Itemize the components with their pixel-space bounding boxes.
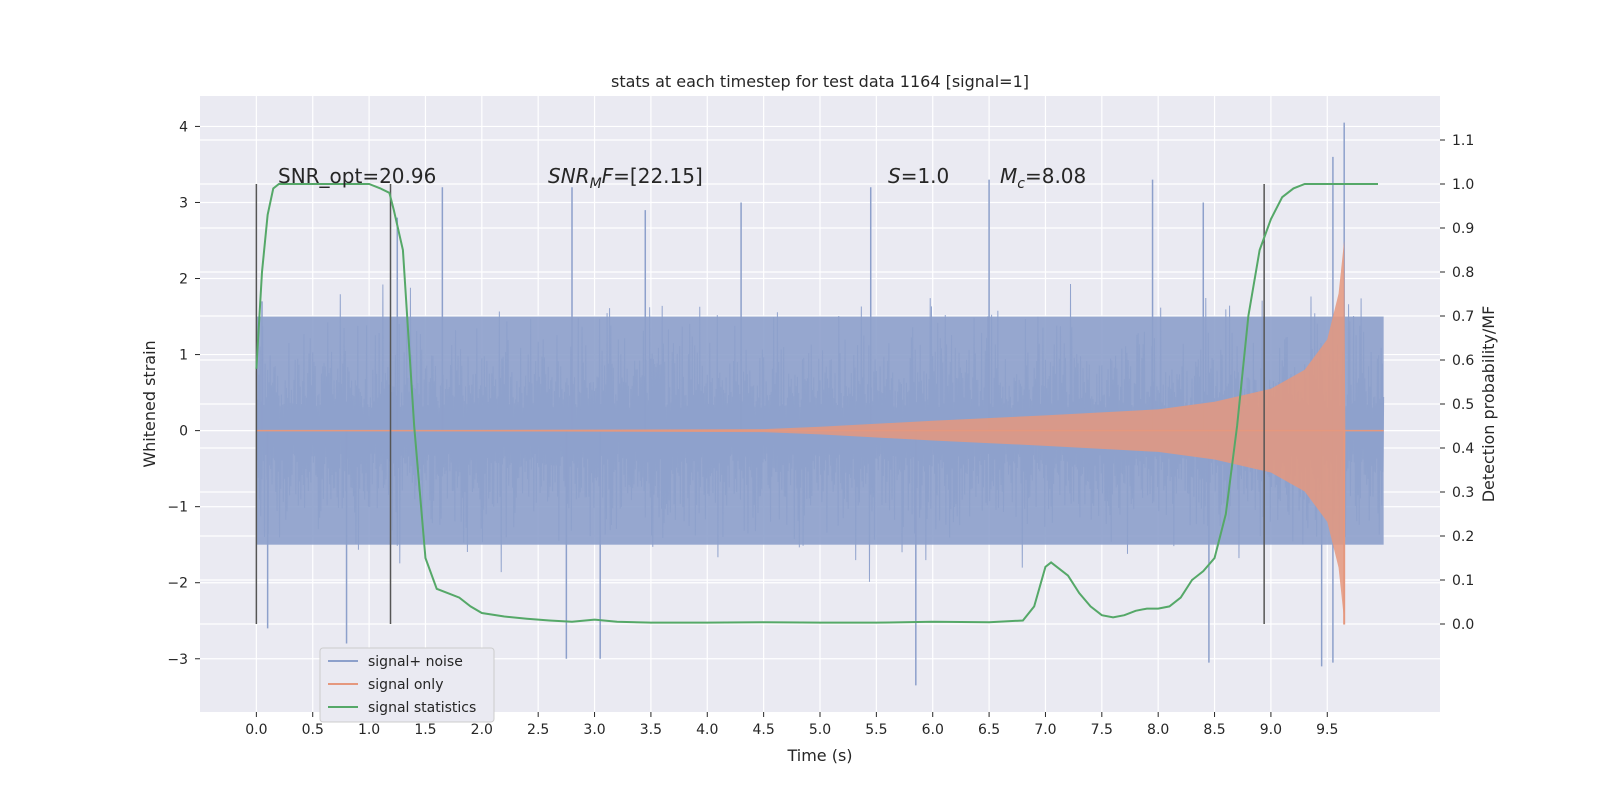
y-right-axis-ticks: 0.0 0.1 0.2 0.3 0.4 0.5 0.6 0.7 0.8 0.9 1.0 1.1 bbox=[1440, 133, 1474, 633]
y-tick-label: −3 bbox=[167, 652, 188, 668]
s-annotation: S=1.0 bbox=[888, 164, 949, 188]
s-value: =1.0 bbox=[901, 164, 950, 188]
y-right-tick-label: 0.9 bbox=[1452, 221, 1474, 237]
x-tick-label: 3.5 bbox=[640, 722, 662, 738]
snr-opt-annotation: SNR_opt=20.96 bbox=[278, 164, 436, 188]
x-axis-ticks: 0.0 0.5 1.0 1.5 2.0 2.5 3.0 3.5 4.0 4.5 5.0 5.5 6.0 6… bbox=[245, 712, 1338, 738]
x-tick-label: 9.5 bbox=[1316, 722, 1338, 738]
y-right-tick-label: 0.2 bbox=[1452, 529, 1474, 545]
y-axis-label: Whitened strain bbox=[140, 340, 159, 467]
x-tick-label: 2.0 bbox=[471, 722, 493, 738]
x-tick-label: 1.5 bbox=[414, 722, 436, 738]
snr-mf-value: =[22.15] bbox=[613, 164, 703, 188]
x-tick-label: 1.0 bbox=[358, 722, 380, 738]
x-tick-label: 9.0 bbox=[1260, 722, 1282, 738]
x-tick-label: 0.5 bbox=[302, 722, 324, 738]
signal-noise-line bbox=[255, 283, 1385, 582]
x-tick-label: 7.0 bbox=[1034, 722, 1056, 738]
y-tick-label: 4 bbox=[179, 119, 188, 135]
x-tick-label: 5.0 bbox=[809, 722, 831, 738]
mc-annotation: Mc=8.08 bbox=[1000, 164, 1086, 192]
y-tick-label: 3 bbox=[179, 195, 188, 211]
x-axis-label: Time (s) bbox=[786, 746, 852, 765]
y-tick-label: −2 bbox=[167, 576, 188, 592]
legend-box bbox=[319, 647, 495, 723]
x-tick-label: 5.5 bbox=[865, 722, 887, 738]
y-right-tick-label: 0.3 bbox=[1452, 485, 1474, 501]
legend-label-signal-statistics: signal statistics bbox=[368, 700, 476, 716]
y-tick-label: 0 bbox=[179, 424, 188, 440]
mc-value: =8.08 bbox=[1025, 164, 1086, 188]
y-axis-ticks: −3 −2 −1 0 1 2 3 4 bbox=[167, 119, 200, 668]
y-tick-label: 2 bbox=[179, 272, 188, 288]
chart-title: stats at each timestep for test data 116… bbox=[611, 72, 1029, 91]
vertical-markers bbox=[255, 184, 1265, 624]
x-tick-label: 4.5 bbox=[753, 722, 775, 738]
snr-mf-annotation: SNRMF=[22.15] bbox=[548, 164, 703, 192]
signal-only-series bbox=[256, 240, 1384, 625]
y-right-tick-label: 1.1 bbox=[1452, 133, 1474, 149]
x-tick-label: 3.0 bbox=[583, 722, 605, 738]
x-tick-label: 8.5 bbox=[1203, 722, 1225, 738]
y-right-tick-label: 0.4 bbox=[1452, 441, 1474, 457]
signal-statistics-series bbox=[255, 183, 1378, 624]
x-tick-label: 6.5 bbox=[978, 722, 1000, 738]
y-right-tick-label: 0.6 bbox=[1452, 353, 1474, 369]
y-right-tick-label: 0.1 bbox=[1452, 573, 1474, 589]
y-right-tick-label: 1.0 bbox=[1452, 177, 1474, 193]
y-right-tick-label: 0.8 bbox=[1452, 265, 1474, 281]
x-tick-label: 8.0 bbox=[1147, 722, 1169, 738]
y-right-tick-label: 0.5 bbox=[1452, 397, 1474, 413]
y-tick-label: −1 bbox=[167, 500, 188, 516]
x-tick-label: 7.5 bbox=[1091, 722, 1113, 738]
y-right-axis-label: Detection probability/MF bbox=[1479, 306, 1498, 503]
legend-label-signal-noise: signal+ noise bbox=[368, 654, 463, 670]
signal-statistics-line bbox=[255, 183, 1378, 624]
legend: signal+ noise signal only signal statist… bbox=[319, 647, 495, 723]
y-right-tick-label: 0.7 bbox=[1452, 309, 1474, 325]
x-tick-label: 2.5 bbox=[527, 722, 549, 738]
x-tick-label: 0.0 bbox=[245, 722, 267, 738]
y-right-tick-label: 0.0 bbox=[1452, 617, 1474, 633]
x-tick-label: 4.0 bbox=[696, 722, 718, 738]
x-tick-label: 6.0 bbox=[922, 722, 944, 738]
legend-label-signal-only: signal only bbox=[368, 677, 443, 693]
y-tick-label: 1 bbox=[179, 348, 188, 364]
